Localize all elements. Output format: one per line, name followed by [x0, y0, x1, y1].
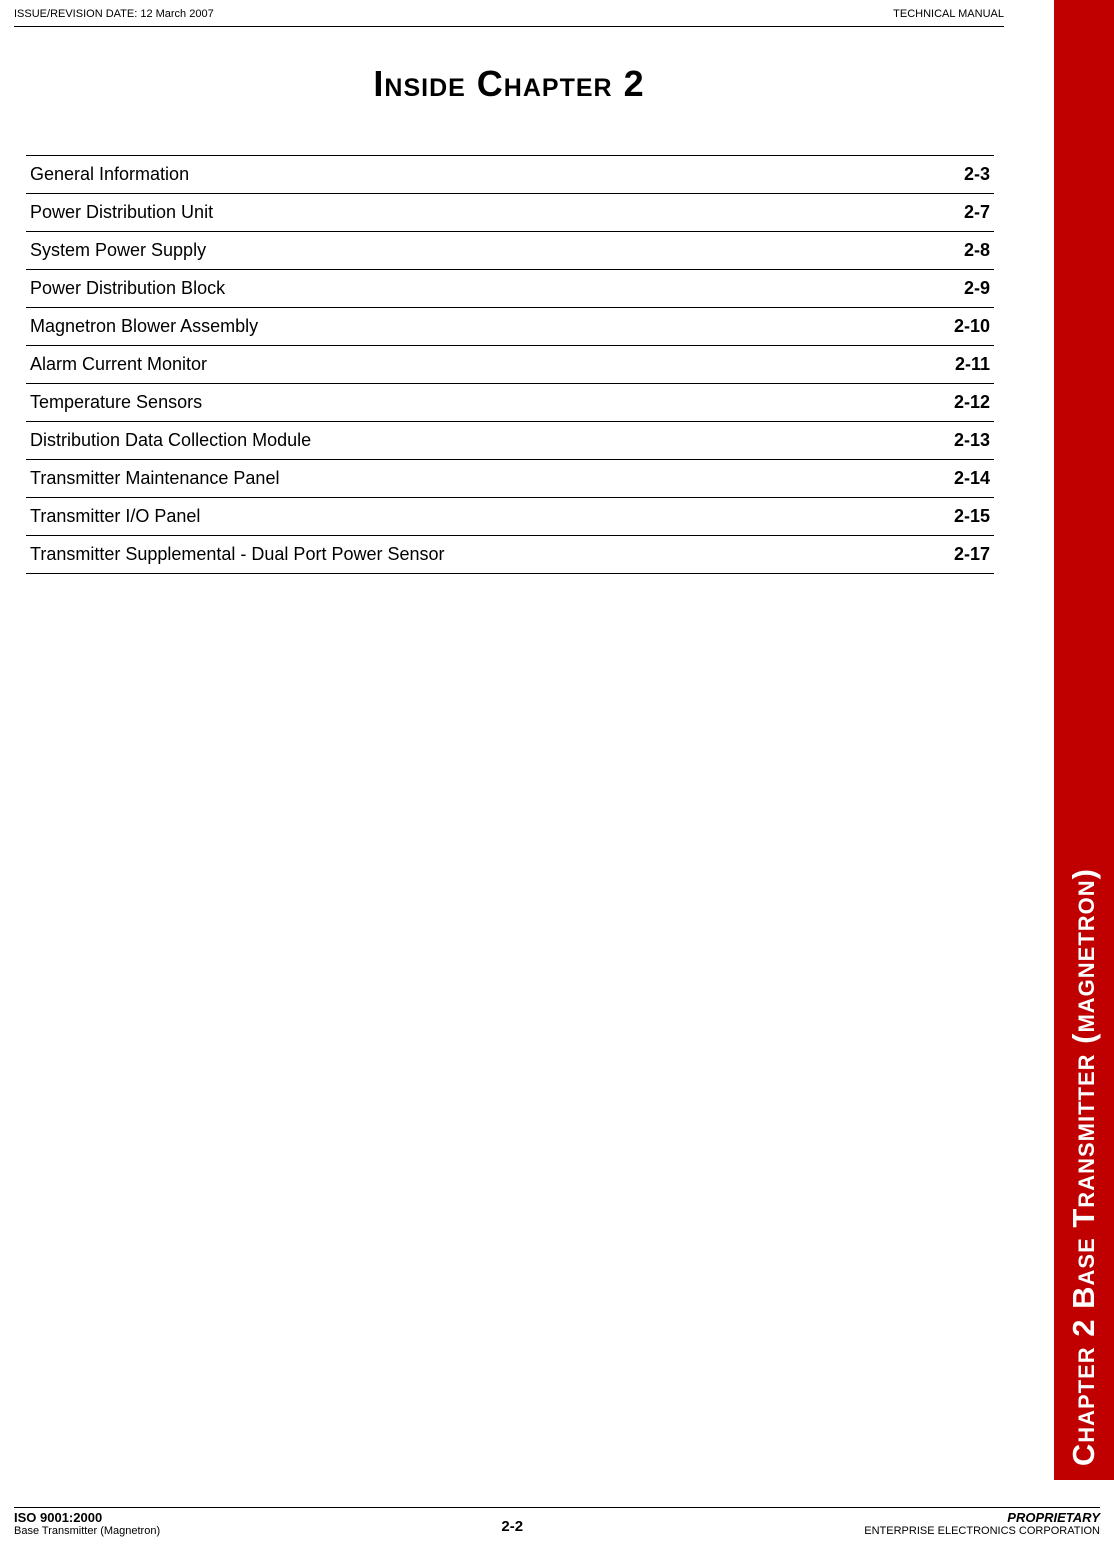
toc-item-title: Temperature Sensors	[30, 392, 202, 413]
document-subject: Base Transmitter (Magnetron)	[14, 1525, 160, 1537]
toc-row: Transmitter Supplemental - Dual Port Pow…	[26, 536, 994, 574]
chapter-side-tab: Chapter 2 Base Transmitter (magnetron)	[1054, 0, 1114, 1480]
toc-item-title: Power Distribution Block	[30, 278, 225, 299]
table-of-contents: General Information 2-3 Power Distributi…	[26, 155, 994, 574]
iso-certification: ISO 9001:2000	[14, 1510, 160, 1525]
side-tab-label: Chapter 2 Base Transmitter (magnetron)	[1066, 868, 1102, 1466]
toc-item-title: Transmitter Supplemental - Dual Port Pow…	[30, 544, 445, 565]
toc-item-page: 2-11	[955, 354, 990, 375]
proprietary-label: PROPRIETARY	[864, 1510, 1100, 1525]
toc-item-page: 2-7	[964, 202, 990, 223]
toc-item-title: Distribution Data Collection Module	[30, 430, 311, 451]
toc-item-title: System Power Supply	[30, 240, 206, 261]
toc-row: General Information 2-3	[26, 155, 994, 194]
manual-type: TECHNICAL MANUAL	[893, 8, 1004, 20]
toc-item-title: Transmitter I/O Panel	[30, 506, 200, 527]
toc-item-page: 2-3	[964, 164, 990, 185]
toc-row: Magnetron Blower Assembly 2-10	[26, 308, 994, 346]
footer-row: ISO 9001:2000 Base Transmitter (Magnetro…	[0, 1510, 1114, 1545]
chapter-title: Inside Chapter 2	[14, 63, 1004, 105]
toc-row: Power Distribution Block 2-9	[26, 270, 994, 308]
page-container: ISSUE/REVISION DATE: 12 March 2007 TECHN…	[0, 0, 1114, 1545]
footer-rule	[14, 1507, 1100, 1508]
toc-item-page: 2-8	[964, 240, 990, 261]
toc-row: Alarm Current Monitor 2-11	[26, 346, 994, 384]
toc-item-title: Magnetron Blower Assembly	[30, 316, 258, 337]
toc-item-page: 2-15	[954, 506, 990, 527]
toc-row: Transmitter Maintenance Panel 2-14	[26, 460, 994, 498]
toc-row: System Power Supply 2-8	[26, 232, 994, 270]
toc-item-page: 2-9	[964, 278, 990, 299]
footer-right: PROPRIETARY ENTERPRISE ELECTRONICS CORPO…	[864, 1510, 1100, 1537]
toc-item-title: Alarm Current Monitor	[30, 354, 207, 375]
header-rule	[14, 26, 1004, 27]
toc-row: Transmitter I/O Panel 2-15	[26, 498, 994, 536]
toc-row: Power Distribution Unit 2-7	[26, 194, 994, 232]
toc-row: Distribution Data Collection Module 2-13	[26, 422, 994, 460]
toc-item-page: 2-17	[954, 544, 990, 565]
toc-item-page: 2-13	[954, 430, 990, 451]
page-number: 2-2	[501, 1518, 523, 1537]
toc-item-title: Transmitter Maintenance Panel	[30, 468, 279, 489]
company-name: ENTERPRISE ELECTRONICS CORPORATION	[864, 1525, 1100, 1537]
page-header: ISSUE/REVISION DATE: 12 March 2007 TECHN…	[0, 0, 1114, 26]
toc-item-page: 2-10	[954, 316, 990, 337]
toc-item-page: 2-14	[954, 468, 990, 489]
issue-revision-date: ISSUE/REVISION DATE: 12 March 2007	[14, 8, 214, 20]
footer-left: ISO 9001:2000 Base Transmitter (Magnetro…	[14, 1510, 160, 1537]
page-footer: ISO 9001:2000 Base Transmitter (Magnetro…	[0, 1507, 1114, 1545]
toc-item-title: Power Distribution Unit	[30, 202, 213, 223]
toc-row: Temperature Sensors 2-12	[26, 384, 994, 422]
toc-item-page: 2-12	[954, 392, 990, 413]
toc-item-title: General Information	[30, 164, 189, 185]
